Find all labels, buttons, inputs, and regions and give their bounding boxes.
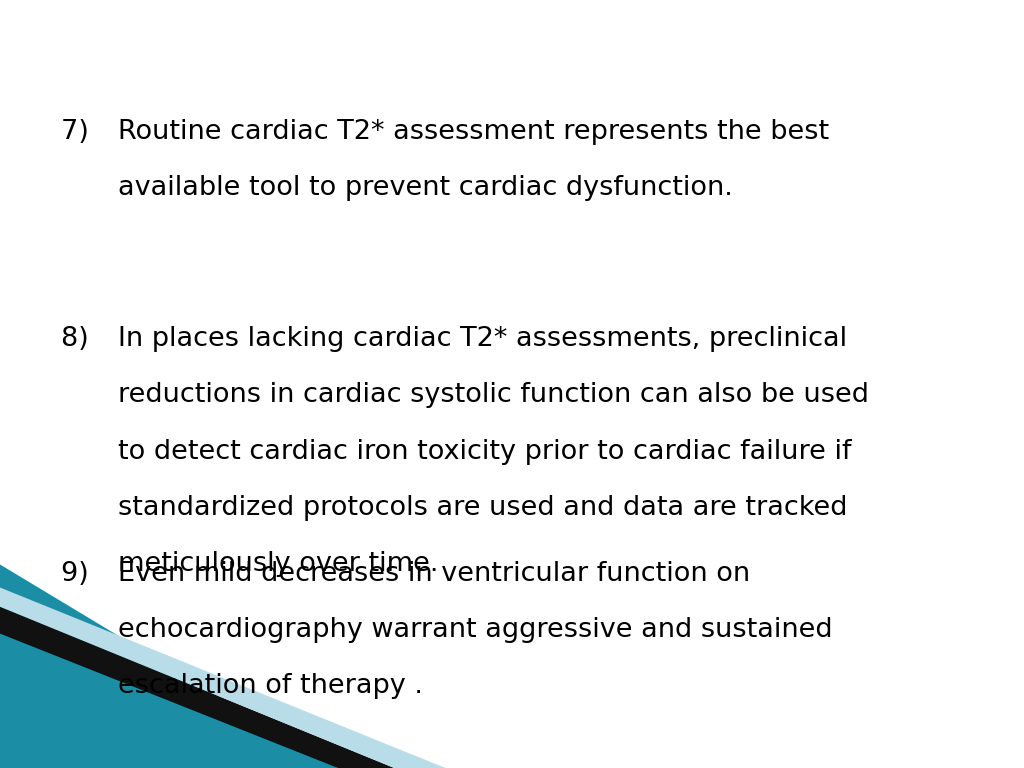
Polygon shape	[0, 588, 445, 768]
Text: echocardiography warrant aggressive and sustained: echocardiography warrant aggressive and …	[118, 617, 833, 643]
Text: Routine cardiac T2* assessment represents the best: Routine cardiac T2* assessment represent…	[118, 119, 828, 145]
Text: Even mild decreases in ventricular function on: Even mild decreases in ventricular funct…	[118, 561, 750, 587]
Text: 7): 7)	[61, 119, 106, 145]
Polygon shape	[0, 607, 394, 768]
Text: 8): 8)	[61, 326, 98, 353]
Text: 9): 9)	[61, 561, 106, 587]
Text: standardized protocols are used and data are tracked: standardized protocols are used and data…	[118, 495, 847, 521]
Polygon shape	[0, 564, 338, 768]
Text: reductions in cardiac systolic function can also be used: reductions in cardiac systolic function …	[118, 382, 868, 409]
Text: escalation of therapy .: escalation of therapy .	[118, 673, 423, 699]
Text: to detect cardiac iron toxicity prior to cardiac failure if: to detect cardiac iron toxicity prior to…	[118, 439, 851, 465]
Text: available tool to prevent cardiac dysfunction.: available tool to prevent cardiac dysfun…	[118, 175, 732, 201]
Text: meticulously over time.: meticulously over time.	[118, 551, 438, 577]
Text: In places lacking cardiac T2* assessments, preclinical: In places lacking cardiac T2* assessment…	[118, 326, 847, 353]
